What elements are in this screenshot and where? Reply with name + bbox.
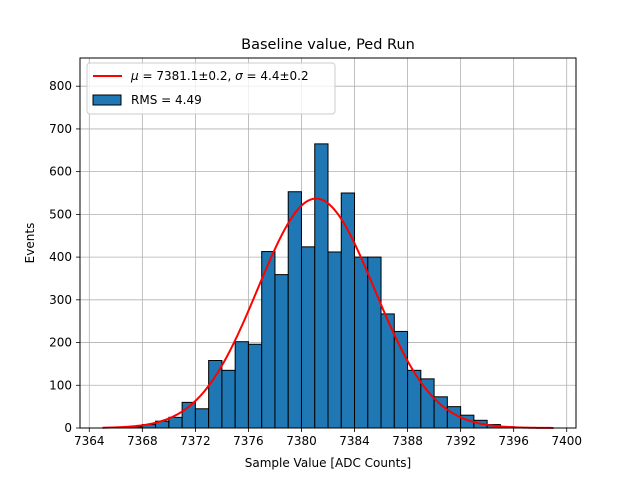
x-tick-label: 7376 xyxy=(233,434,264,448)
y-tick-label: 500 xyxy=(49,207,72,221)
y-tick-label: 200 xyxy=(49,336,72,350)
histogram-bar xyxy=(262,252,275,428)
legend-histogram-swatch xyxy=(93,95,121,105)
histogram-bar xyxy=(328,252,341,428)
histogram-bar xyxy=(275,275,288,428)
histogram-bar xyxy=(169,417,182,428)
legend: μ = 7381.1±0.2, σ = 4.4±0.2 RMS = 4.49 xyxy=(87,63,335,114)
y-axis-label: Events xyxy=(23,223,37,264)
x-axis-label: Sample Value [ADC Counts] xyxy=(245,456,411,470)
histogram-bar xyxy=(222,370,235,428)
x-tick-label: 7384 xyxy=(339,434,370,448)
chart-title: Baseline value, Ped Run xyxy=(241,37,415,53)
histogram-bar xyxy=(235,342,248,428)
y-tick-label: 300 xyxy=(49,293,72,307)
legend-mu-text: = 7381.1±0.2, xyxy=(139,69,235,83)
y-tick-label: 0 xyxy=(64,421,72,435)
y-tick-label: 700 xyxy=(49,122,72,136)
histogram-bar xyxy=(355,257,368,428)
legend-sigma-text: = 4.4±0.2 xyxy=(243,69,309,83)
histogram-bar xyxy=(288,192,301,428)
histogram-bar xyxy=(195,409,208,428)
histogram-bar xyxy=(248,344,261,428)
y-tick-label: 100 xyxy=(49,378,72,392)
histogram-bar xyxy=(315,144,328,428)
x-tick-label: 7364 xyxy=(74,434,105,448)
x-tick-label: 7368 xyxy=(127,434,158,448)
legend-mu-symbol: μ xyxy=(130,69,139,83)
legend-fit-label: μ = 7381.1±0.2, σ = 4.4±0.2 xyxy=(130,69,309,83)
legend-histogram-label: RMS = 4.49 xyxy=(131,93,202,107)
x-tick-label: 7372 xyxy=(180,434,211,448)
histogram-bar xyxy=(394,331,407,428)
x-tick-label: 7392 xyxy=(445,434,476,448)
y-tick-label: 600 xyxy=(49,165,72,179)
histogram-bar xyxy=(301,247,314,428)
y-tick-label: 400 xyxy=(49,250,72,264)
y-tick-label: 800 xyxy=(49,79,72,93)
histogram-bar xyxy=(368,257,381,428)
x-tick-label: 7388 xyxy=(392,434,423,448)
x-tick-label: 7400 xyxy=(551,434,582,448)
x-tick-label: 7380 xyxy=(286,434,317,448)
x-tick-label: 7396 xyxy=(498,434,529,448)
